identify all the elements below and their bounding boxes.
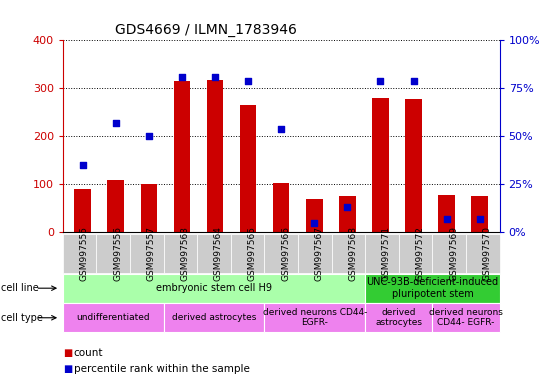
Text: GSM997572: GSM997572 [416,226,425,281]
Point [244,78,252,84]
Point [442,216,451,222]
Text: GSM997564: GSM997564 [214,226,223,281]
Point [211,74,219,80]
Bar [273,183,289,232]
Text: GSM997569: GSM997569 [449,226,458,281]
Text: derived neurons CD44-
EGFR-: derived neurons CD44- EGFR- [263,308,367,328]
Text: cell line: cell line [1,283,39,293]
Point [177,74,186,80]
Point [376,78,385,84]
Point [277,126,286,132]
Point [145,133,153,139]
Bar [108,180,124,232]
Text: derived
astrocytes: derived astrocytes [375,308,422,328]
Point [310,220,319,226]
Text: GSM997563: GSM997563 [180,226,189,281]
Bar [471,196,488,232]
Text: derived astrocytes: derived astrocytes [172,313,256,322]
Text: GSM997556: GSM997556 [113,226,122,281]
Bar [339,196,355,232]
Text: count: count [74,348,103,358]
Bar [74,189,91,232]
Text: GSM997571: GSM997571 [382,226,391,281]
Bar [405,99,422,232]
Text: UNC-93B-deficient-induced
pluripotent stem: UNC-93B-deficient-induced pluripotent st… [366,277,498,299]
Point [343,204,352,210]
Point [111,120,120,126]
Text: GSM997565: GSM997565 [247,226,257,281]
Text: ■: ■ [63,348,72,358]
Text: GSM997557: GSM997557 [147,226,156,281]
Text: GSM997555: GSM997555 [80,226,88,281]
Point [476,216,484,222]
Bar [372,98,389,232]
Text: ■: ■ [63,364,72,374]
Text: embryonic stem cell H9: embryonic stem cell H9 [156,283,272,293]
Text: GSM997568: GSM997568 [348,226,358,281]
Point [409,78,418,84]
Bar [207,80,223,232]
Bar [240,105,257,232]
Bar [174,81,190,232]
Text: GSM997566: GSM997566 [281,226,290,281]
Bar [306,199,323,232]
Text: GSM997567: GSM997567 [315,226,324,281]
Text: derived neurons
CD44- EGFR-: derived neurons CD44- EGFR- [429,308,503,328]
Point [78,162,87,168]
Text: undifferentiated: undifferentiated [76,313,150,322]
Bar [438,195,455,232]
Text: cell type: cell type [1,313,43,323]
Text: GSM997570: GSM997570 [483,226,492,281]
Text: percentile rank within the sample: percentile rank within the sample [74,364,250,374]
Text: GDS4669 / ILMN_1783946: GDS4669 / ILMN_1783946 [115,23,297,36]
Bar [140,184,157,232]
